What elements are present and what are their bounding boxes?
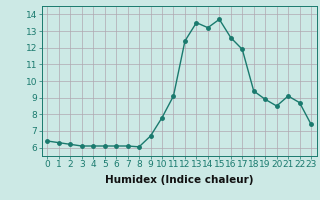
X-axis label: Humidex (Indice chaleur): Humidex (Indice chaleur) (105, 175, 253, 185)
